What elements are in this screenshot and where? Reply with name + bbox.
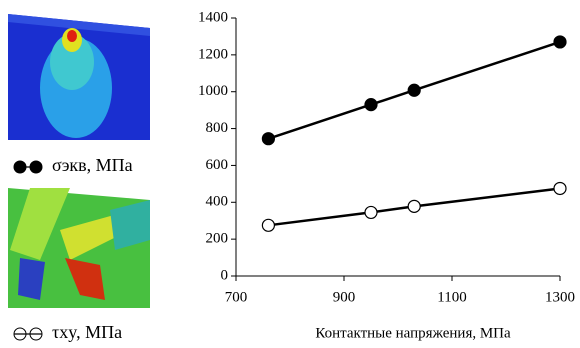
data-point [554, 182, 566, 194]
data-point [365, 206, 377, 218]
y-tick-label: 600 [206, 157, 229, 173]
legend-label: σэкв, МПа [52, 155, 133, 175]
data-point [408, 200, 420, 212]
y-tick-label: 1200 [198, 46, 228, 62]
x-tick-label: 700 [225, 289, 248, 305]
y-tick-label: 1400 [198, 9, 228, 25]
data-point [262, 133, 274, 145]
y-tick-label: 0 [221, 267, 229, 283]
y-tick-label: 1000 [198, 83, 228, 99]
x-tick-label: 900 [333, 289, 356, 305]
chart: Контактные напряжения, МПа 0 200 400 600 800… [0, 0, 580, 348]
data-point [408, 84, 420, 96]
fe-image-top [8, 14, 150, 140]
legend-label: τxy, МПа [52, 322, 122, 342]
y-tick-label: 800 [206, 120, 229, 136]
data-point [262, 219, 274, 231]
x-tick-label: 1100 [437, 289, 466, 305]
x-tick-label: 1300 [545, 289, 575, 305]
y-tick-label: 200 [206, 231, 229, 247]
fe-image-bottom [8, 188, 150, 308]
y-tick-label: 400 [206, 194, 229, 210]
x-axis-label: Контактные напряжения, МПа [315, 325, 511, 341]
data-point [554, 36, 566, 48]
data-point [365, 99, 377, 111]
